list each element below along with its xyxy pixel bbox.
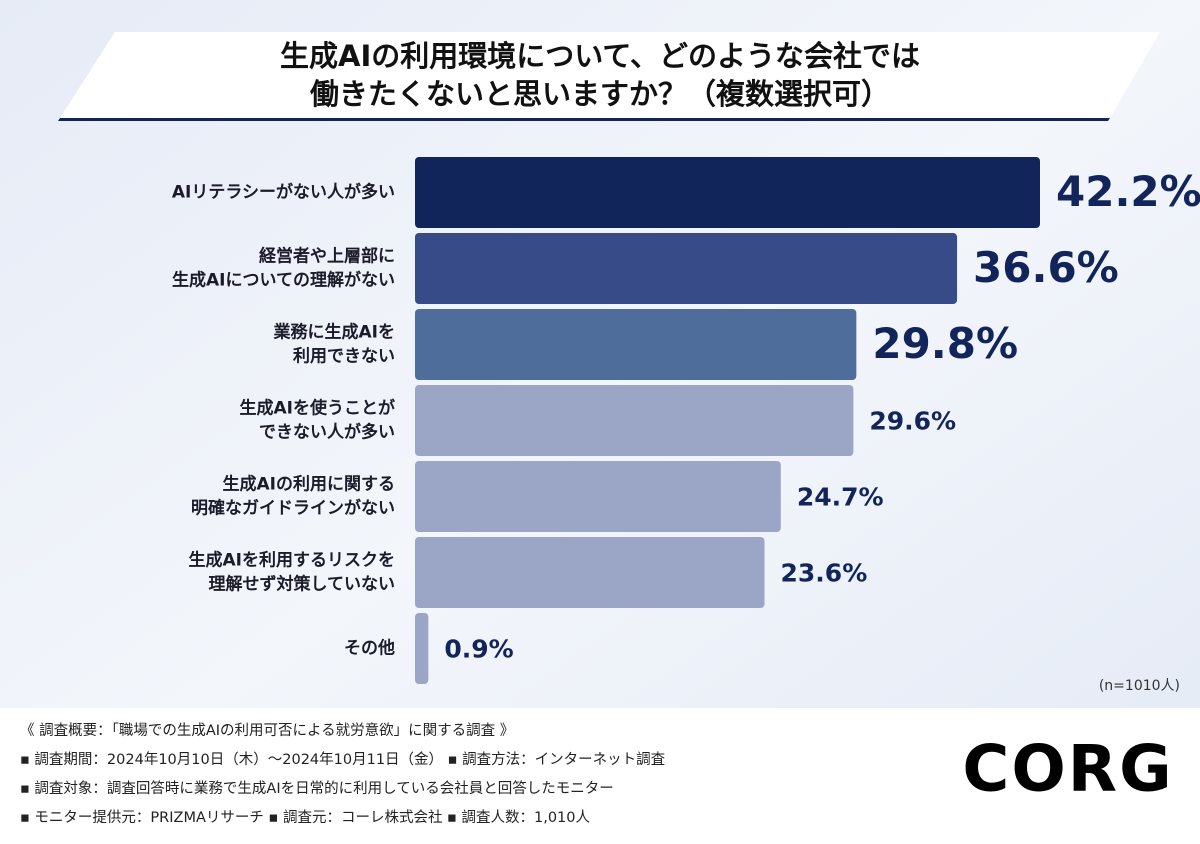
category-label: 利用できない <box>293 346 395 367</box>
category-label: 生成AIの利用に関する <box>223 474 395 495</box>
category-label: AIリテラシーがない人が多い <box>172 182 395 203</box>
bar <box>415 233 958 304</box>
category-label: 明確なガイドラインがない <box>191 498 395 519</box>
category-label: 経営者や上層部に <box>259 246 395 267</box>
value-label: 29.6% <box>869 407 956 436</box>
category-label: 生成AIを使うことが <box>240 398 395 419</box>
bar <box>415 461 781 532</box>
sample-note: (n=1010人) <box>1099 678 1180 694</box>
category-label: 生成AIについての理解がない <box>172 270 395 291</box>
value-label: 0.9% <box>444 635 513 664</box>
footer-line: 《 調査概要：「職場での生成AIの利用可否による就労意欲」に関する調査 》 <box>20 721 514 739</box>
footer-line: ▪ 調査期間：2024年10月10日（木）～2024年10月11日（金） ▪ 調… <box>20 751 665 768</box>
bar <box>415 157 1040 228</box>
chart-title: 働きたくないと思いますか？（複数選択可） <box>309 77 890 111</box>
logo: CORG <box>962 733 1173 807</box>
category-label: 理解せず対策していない <box>209 574 396 595</box>
footer-panel <box>0 708 1200 844</box>
footer-line: ▪ 調査対象：調査回答時に業務で生成AIを日常的に利用している会社員と回答したモ… <box>20 780 614 797</box>
footer: 《 調査概要：「職場での生成AIの利用可否による就労意欲」に関する調査 》 ▪ 調… <box>20 721 665 826</box>
title-banner <box>60 32 1160 118</box>
category-label: 業務に生成AIを <box>274 322 395 343</box>
value-label: 42.2% <box>1056 167 1200 216</box>
footer-line: ▪ モニター提供元：PRIZMAリサーチ ▪ 調査元：コーレ株式会社 ▪ 調査人… <box>20 809 590 826</box>
category-label: できない人が多い <box>259 422 395 443</box>
chart-title: 生成AIの利用環境について、どのような会社では <box>280 39 920 73</box>
bar <box>415 537 765 608</box>
value-label: 23.6% <box>781 559 868 588</box>
bar <box>415 385 854 456</box>
value-label: 24.7% <box>797 483 884 512</box>
value-label: 29.8% <box>872 319 1018 368</box>
bar <box>415 309 857 380</box>
bar <box>415 613 429 684</box>
title-underline <box>58 118 1110 121</box>
category-label: その他 <box>344 638 395 659</box>
value-label: 36.6% <box>973 243 1119 292</box>
category-label: 生成AIを利用するリスクを <box>189 550 395 571</box>
